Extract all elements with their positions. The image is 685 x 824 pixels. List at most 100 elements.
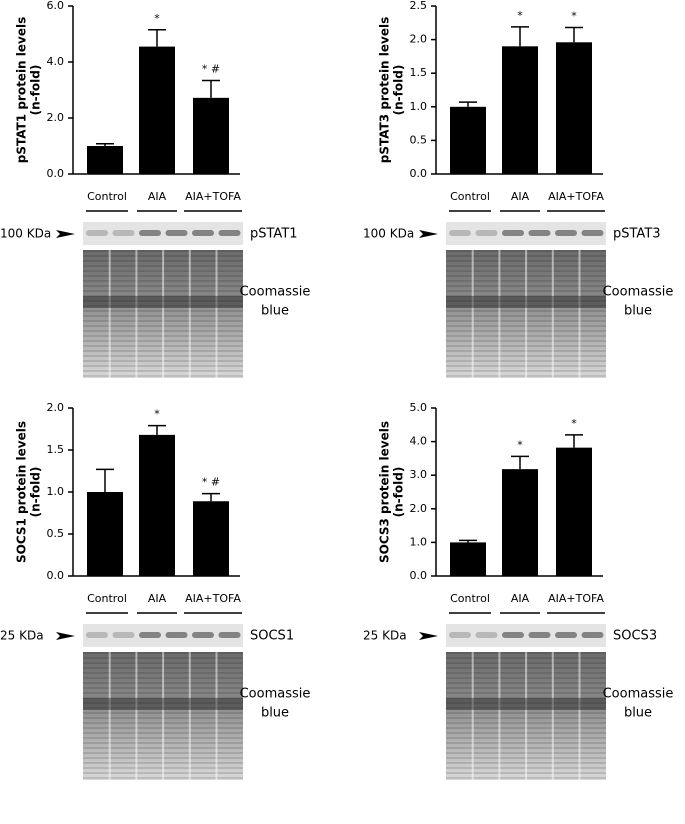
x-tick-label: AIA: [148, 592, 167, 605]
x-tick-label: AIA: [511, 190, 530, 203]
x-tick-label: AIA+TOFA: [548, 190, 604, 203]
x-tick-label: AIA+TOFA: [185, 190, 241, 203]
significance-label: *: [517, 438, 523, 451]
x-tick-label: AIA: [511, 592, 530, 605]
y-axis-title: SOCS1 protein levels: [15, 421, 29, 563]
marker-label: 100 KDa: [0, 227, 51, 241]
y-axis-title: (n-fold): [392, 65, 406, 116]
stain-label: Coomassie: [603, 687, 674, 702]
bar: [502, 46, 538, 174]
bar: [139, 46, 175, 174]
y-axis-title: pSTAT1 protein levels: [15, 17, 29, 163]
blot-band: [502, 632, 524, 638]
blot-band: [449, 230, 471, 236]
stain-label: Coomassie: [240, 687, 311, 702]
blot-band: [581, 230, 604, 236]
bar: [139, 434, 175, 576]
western-blot: [83, 624, 243, 647]
blot-band: [502, 230, 524, 236]
x-tick-label: Control: [87, 592, 127, 605]
y-tick-label: 0.5: [410, 133, 428, 146]
stain-label: Coomassie: [603, 285, 674, 300]
western-blot: [446, 624, 606, 647]
y-tick-label: 2.0: [410, 502, 428, 515]
blot-band: [218, 230, 241, 236]
blot-band: [165, 632, 188, 638]
x-tick-label: Control: [450, 592, 490, 605]
x-tick-label: AIA+TOFA: [548, 592, 604, 605]
bar: [556, 42, 592, 175]
blot-band: [139, 632, 161, 638]
y-tick-label: 4.0: [47, 55, 65, 68]
y-tick-label: 1.0: [47, 485, 65, 498]
significance-label: * #: [202, 62, 220, 75]
marker-arrow: [419, 230, 438, 238]
y-tick-label: 6.0: [47, 0, 65, 12]
stain-label: blue: [624, 706, 652, 721]
y-tick-label: 2.0: [47, 111, 65, 124]
y-axis-title: (n-fold): [392, 467, 406, 518]
panel: 0.0 0.5 1.0 1.5 2.0 2.5 pSTAT3 protein levels(…: [363, 0, 673, 378]
bar: [193, 501, 229, 576]
blot-band: [139, 230, 161, 236]
bar: [193, 97, 229, 174]
protein-label: pSTAT3: [613, 227, 661, 242]
stain-label: blue: [624, 304, 652, 319]
y-tick-label: 1.0: [410, 100, 428, 113]
bar: [450, 542, 486, 576]
y-tick-label: 1.5: [410, 66, 428, 79]
blot-band: [112, 632, 135, 638]
y-tick-label: 2.0: [47, 401, 65, 414]
y-tick-label: 0.0: [47, 167, 65, 180]
marker-label: 100 KDa: [363, 227, 414, 241]
significance-label: *: [571, 417, 577, 430]
blot-band: [475, 230, 498, 236]
bar: [87, 146, 123, 174]
significance-label: *: [154, 12, 160, 25]
y-axis-title: pSTAT3 protein levels: [378, 17, 392, 163]
x-tick-label: AIA: [148, 190, 167, 203]
stain-label: blue: [261, 304, 289, 319]
y-tick-label: 5.0: [410, 401, 428, 414]
blot-band: [192, 230, 214, 236]
marker-label: 25 KDa: [0, 629, 44, 643]
blot-band: [449, 632, 471, 638]
blot-band: [555, 230, 577, 236]
stain-label: blue: [261, 706, 289, 721]
x-tick-label: Control: [450, 190, 490, 203]
blot-band: [192, 632, 214, 638]
y-tick-label: 4.0: [410, 435, 428, 448]
blot-band: [218, 632, 241, 638]
significance-label: *: [517, 9, 523, 22]
dark-band: [83, 296, 243, 308]
blot-band: [165, 230, 188, 236]
bar: [450, 106, 486, 174]
marker-arrow: [56, 632, 75, 640]
significance-label: * #: [202, 476, 220, 489]
protein-label: SOCS3: [613, 629, 657, 644]
y-axis-title: (n-fold): [29, 65, 43, 116]
marker-arrow: [56, 230, 75, 238]
significance-label: *: [154, 408, 160, 421]
y-tick-label: 0.5: [47, 527, 65, 540]
y-axis-title: SOCS3 protein levels: [378, 421, 392, 563]
x-tick-label: Control: [87, 190, 127, 203]
dark-band: [83, 698, 243, 710]
y-tick-label: 0.0: [410, 569, 428, 582]
x-tick-label: AIA+TOFA: [185, 592, 241, 605]
blot-band: [112, 230, 135, 236]
dark-band: [446, 296, 606, 308]
protein-label: pSTAT1: [250, 227, 298, 242]
y-tick-label: 3.0: [410, 468, 428, 481]
dark-band: [446, 698, 606, 710]
blot-band: [86, 230, 108, 236]
bar: [502, 469, 538, 576]
blot-band: [86, 632, 108, 638]
panel: 0.0 1.0 2.0 3.0 4.0 5.0 SOCS3 protein levels (n…: [363, 401, 673, 780]
y-tick-label: 1.0: [410, 535, 428, 548]
western-blot: [446, 222, 606, 245]
blot-band: [528, 230, 551, 236]
stain-label: Coomassie: [240, 285, 311, 300]
marker-label: 25 KDa: [363, 629, 407, 643]
marker-arrow: [419, 632, 438, 640]
